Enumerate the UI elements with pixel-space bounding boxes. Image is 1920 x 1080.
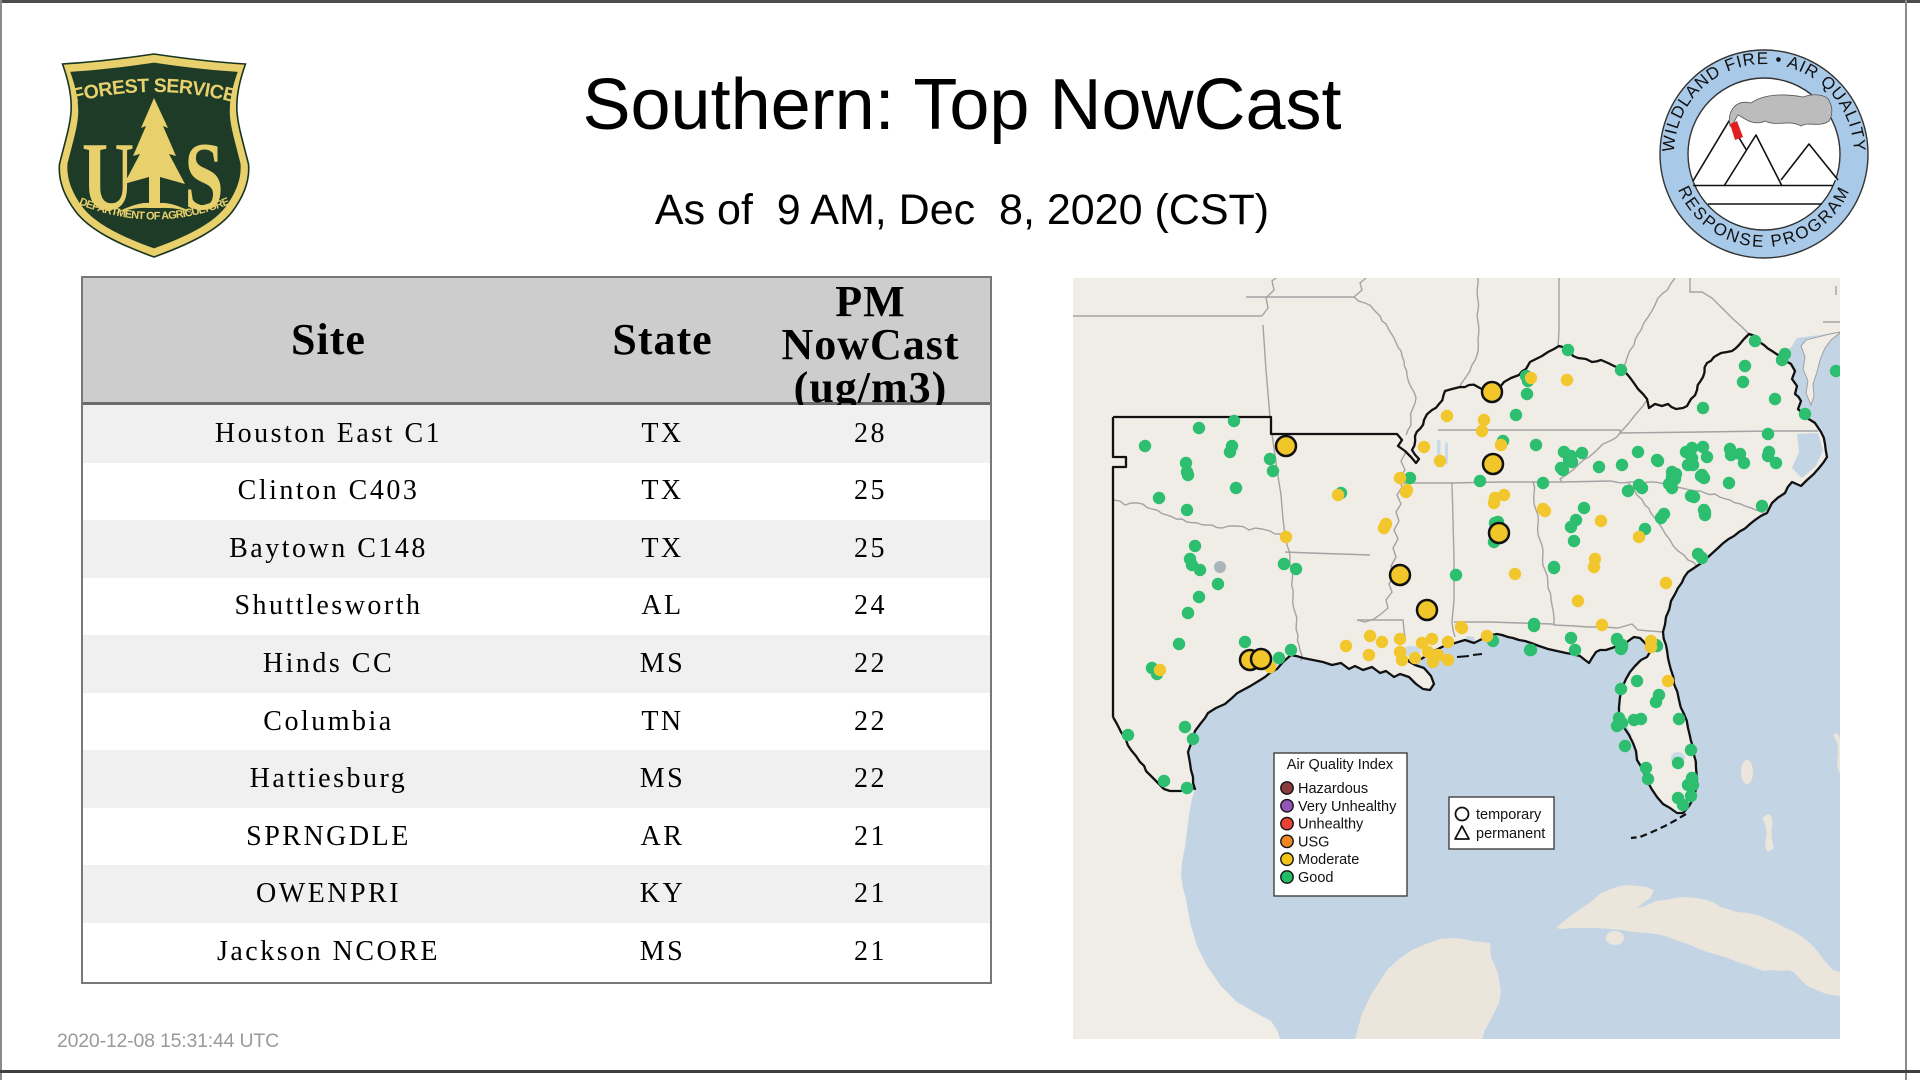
svg-text:Hazardous: Hazardous [1298, 781, 1368, 797]
svg-text:U: U [82, 121, 134, 230]
svg-text:Very Unhealthy: Very Unhealthy [1298, 799, 1397, 815]
svg-text:S: S [184, 123, 223, 231]
svg-text:Good: Good [1298, 870, 1333, 886]
svg-text:Air Quality Index: Air Quality Index [1287, 757, 1394, 773]
svg-text:Unhealthy: Unhealthy [1298, 817, 1364, 833]
svg-text:Moderate: Moderate [1298, 852, 1359, 868]
svg-text:USG: USG [1298, 834, 1329, 850]
svg-text:permanent: permanent [1476, 826, 1545, 842]
svg-text:temporary: temporary [1476, 807, 1542, 823]
